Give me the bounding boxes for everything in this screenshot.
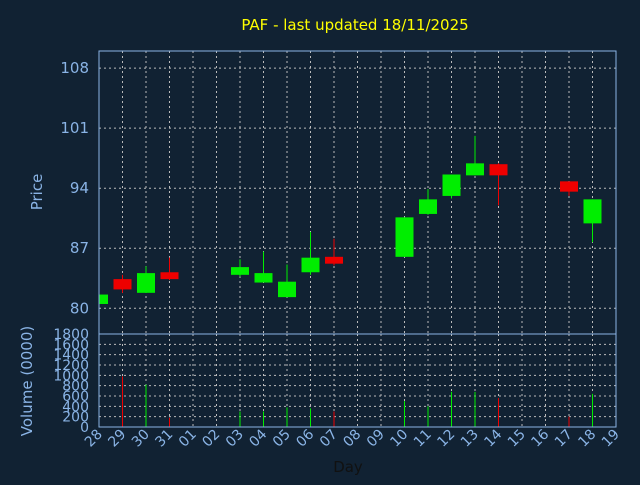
volume-tick-label: 1200 [53, 358, 89, 374]
volume-tick-label: 1800 [53, 327, 89, 343]
candle-body [137, 273, 155, 293]
volume-panel-frame [98, 333, 617, 428]
candle-body [325, 256, 343, 264]
volume-tick-label: 0 [80, 420, 89, 436]
candle-body [301, 257, 320, 273]
candle-body [419, 199, 437, 214]
volume-tick-label: 1600 [53, 337, 89, 353]
price-tick-label: 101 [60, 119, 89, 137]
price-tick-label: 94 [70, 179, 89, 197]
volume-tick-label: 1400 [53, 348, 89, 364]
volume-tick-label: 1000 [53, 368, 89, 384]
volume-gridlines [98, 333, 617, 428]
price-tick-label: 80 [70, 299, 89, 317]
price-tick-label: 87 [70, 239, 89, 257]
candle-body [99, 294, 108, 304]
candle-body [489, 164, 508, 176]
volume-tick-label: 600 [62, 389, 89, 405]
candle-body [231, 267, 249, 275]
x-tick-labels: 28 29 30 31 01 02 03 04 05 06 07 08 09 10 11 12 13 14 15 16… [82, 426, 623, 450]
volume-tick-label: 200 [62, 410, 89, 426]
candle-body [560, 181, 578, 192]
price-candles [98, 135, 602, 304]
x-axis-label: Day [333, 458, 363, 476]
candle-body [113, 279, 132, 290]
candle-body [278, 281, 296, 298]
candle-body [583, 199, 602, 224]
price-tick-labels: 80 87 94 101 108 [60, 59, 89, 317]
candle-body [466, 163, 484, 176]
volume-tick-label: 800 [62, 379, 89, 395]
chart-title: PAF - last updated 18/11/2025 [241, 16, 468, 34]
volume-axis-label: Volume (0000) [18, 326, 36, 436]
candle-body [160, 272, 179, 280]
candle-body [254, 273, 273, 283]
volume-tick-label: 400 [62, 399, 89, 415]
volume-bars [122, 376, 593, 427]
price-tick-label: 108 [60, 59, 89, 77]
candle-body [442, 174, 461, 196]
candle-body [395, 217, 414, 257]
price-axis-label: Price [28, 174, 46, 211]
